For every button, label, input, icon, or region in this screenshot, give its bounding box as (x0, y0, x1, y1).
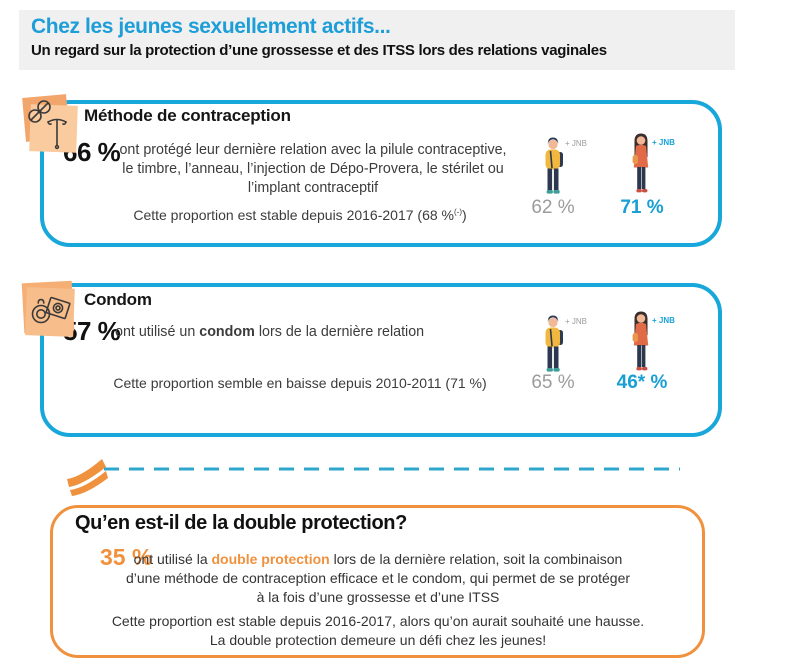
note-line-2: La double protection demeure un défi che… (209, 632, 547, 648)
double-protection-box (50, 505, 705, 658)
note-superscript: (-) (453, 207, 462, 217)
note-close: ) (461, 207, 467, 223)
girls-jnb-label: + JNB (652, 316, 675, 325)
girls-value: 71 % (620, 197, 664, 218)
girl-figure-icon (632, 133, 649, 193)
double-protection-title: Qu’en est-il de la double protection? (75, 512, 407, 534)
contraception-description: ont protégé leur dernière relation avec … (119, 142, 507, 196)
girl-figure-icon (632, 311, 649, 371)
condom-icon (20, 280, 78, 340)
condom-box (40, 283, 722, 437)
boys-value: 65 % (531, 372, 575, 393)
girls-value: 46* % (616, 372, 668, 393)
dashed-divider (104, 467, 680, 471)
paragraph-line-3: à la fois d’une grossesse et d’une ITSS (256, 589, 500, 605)
desc-post: lors de la dernière relation (254, 324, 425, 340)
line1-highlight: double protection (211, 551, 330, 567)
contraception-heading: Méthode de contraception (84, 106, 291, 125)
desc-bold: condom (199, 324, 255, 340)
boy-figure-icon (545, 315, 563, 372)
line1-pre: ont utilisé la (133, 551, 212, 567)
iud-pills-icon (22, 94, 80, 156)
page-subtitle: Un regard sur la protection d’une grosse… (31, 42, 607, 59)
double-protection-note: Cette proportion est stable depuis 2016-… (68, 613, 688, 651)
boy-figure-icon (545, 137, 563, 194)
note-line-1: Cette proportion est stable depuis 2016-… (111, 613, 645, 629)
girls-jnb-label: + JNB (652, 138, 675, 147)
boys-value: 62 % (531, 197, 575, 218)
note-text: Cette proportion est stable depuis 2016-… (133, 207, 454, 223)
condom-heading: Condom (84, 290, 152, 309)
paragraph-line-1: ont utilisé la double protection lors de… (68, 551, 688, 570)
double-protection-paragraph: ont utilisé la double protection lors de… (68, 551, 688, 608)
page-title: Chez les jeunes sexuellement actifs... (31, 15, 391, 38)
desc-pre: ont utilisé un (115, 324, 200, 340)
paragraph-line-2: d’une méthode de contraception efficace … (125, 570, 631, 586)
header-band: Chez les jeunes sexuellement actifs... U… (19, 10, 735, 70)
iud-pills-drawing (28, 100, 67, 150)
boys-jnb-label: + JNB (565, 317, 588, 326)
double-protection-stat: 35 % (100, 544, 153, 570)
contraception-box (40, 100, 722, 247)
contraception-note: Cette proportion est stable depuis 2016-… (70, 207, 530, 223)
condom-drawing (31, 296, 71, 324)
condom-description: ont utilisé un condom lors de la dernièr… (115, 323, 515, 342)
line1-post: lors de la dernière relation, soit la co… (329, 551, 623, 567)
boys-jnb-label: + JNB (565, 139, 588, 148)
swoosh-check-icon (67, 459, 108, 496)
condom-note: Cette proportion semble en baisse depuis… (113, 375, 487, 391)
